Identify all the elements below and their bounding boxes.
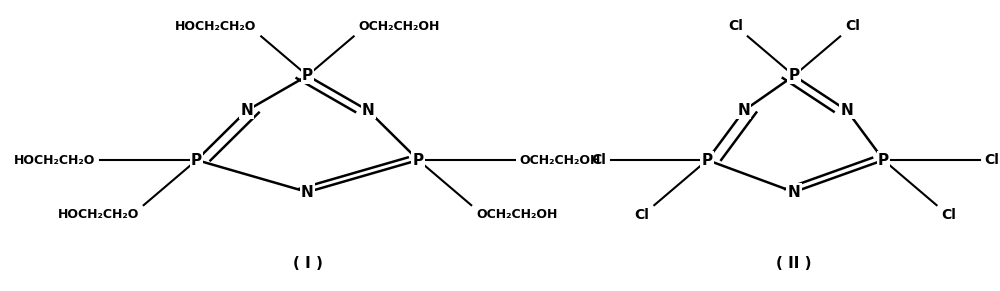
Text: P: P [788,68,800,83]
Text: P: P [302,68,313,83]
Text: Cl: Cl [635,208,649,222]
Text: OCH₂CH₂OH: OCH₂CH₂OH [519,154,601,166]
Text: N: N [738,103,750,118]
Text: Cl: Cl [728,19,743,33]
Text: P: P [413,152,424,168]
Text: Cl: Cl [985,153,1000,167]
Text: OCH₂CH₂OH: OCH₂CH₂OH [359,20,440,33]
Text: N: N [788,184,800,200]
Text: OCH₂CH₂OH: OCH₂CH₂OH [476,208,557,221]
Text: P: P [191,152,202,168]
Text: N: N [301,184,314,200]
Text: N: N [240,103,253,118]
Text: ( I ): ( I ) [293,255,322,271]
Text: HOCH₂CH₂O: HOCH₂CH₂O [57,208,139,221]
Text: HOCH₂CH₂O: HOCH₂CH₂O [175,20,256,33]
Text: P: P [878,152,889,168]
Text: HOCH₂CH₂O: HOCH₂CH₂O [14,154,96,166]
Text: Cl: Cl [591,153,606,167]
Text: Cl: Cl [845,19,860,33]
Text: P: P [702,152,713,168]
Text: N: N [841,103,853,118]
Text: ( II ): ( II ) [776,255,812,271]
Text: Cl: Cl [941,208,956,222]
Text: N: N [362,103,375,118]
